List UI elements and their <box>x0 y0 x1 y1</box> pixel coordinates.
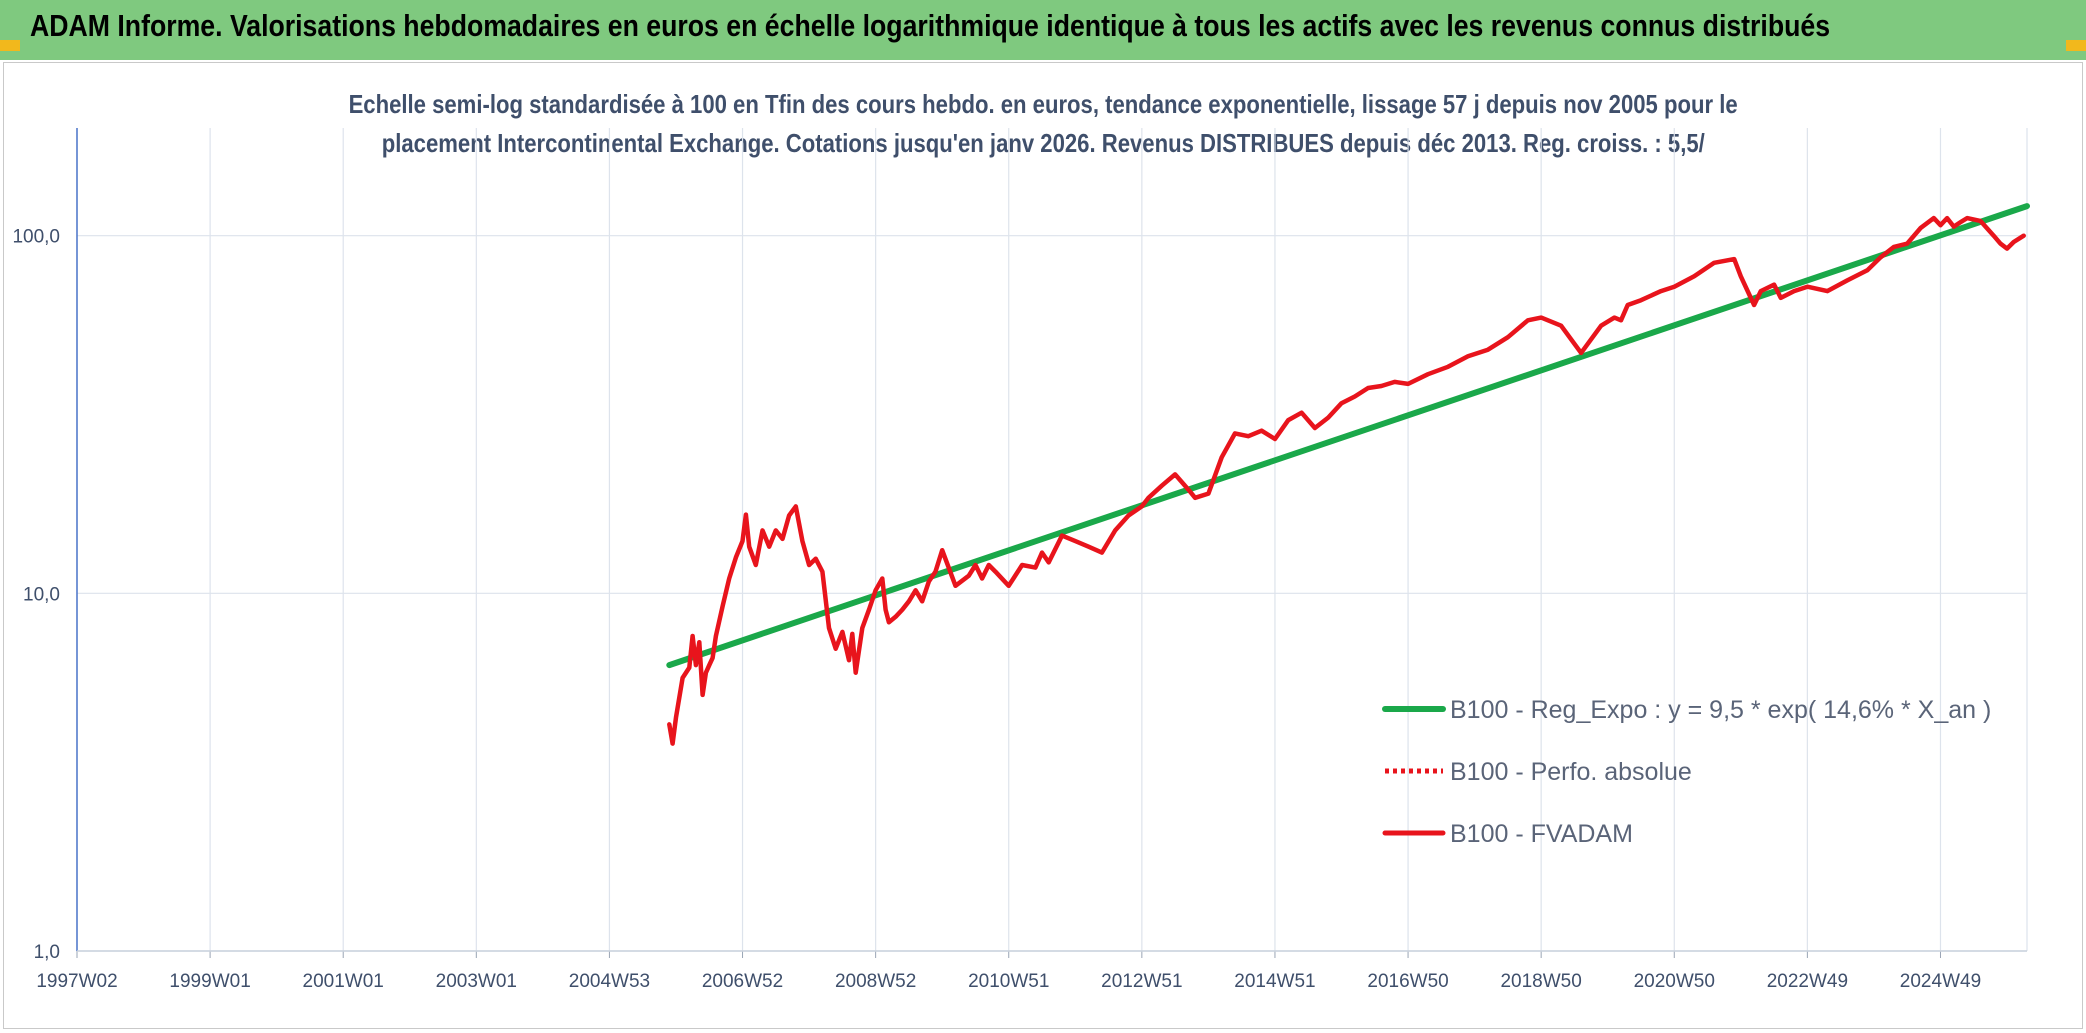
chart-title-line-1: Echelle semi-log standardisée à 100 en T… <box>0 89 2086 120</box>
x-tick-label: 2012W51 <box>1101 971 1182 992</box>
x-tick-label: 2004W53 <box>569 971 650 992</box>
x-tick-label: 1999W01 <box>169 971 250 992</box>
x-tick-label: 2010W51 <box>968 971 1049 992</box>
chart-title-line-1-text: Echelle semi-log standardisée à 100 en T… <box>348 89 1738 119</box>
x-tick-label: 2022W49 <box>1767 971 1848 992</box>
x-tick-label: 2016W50 <box>1367 971 1448 992</box>
x-tick-label: 2006W52 <box>702 971 783 992</box>
x-tick-label: 2003W01 <box>436 971 517 992</box>
page-title: ADAM Informe. Valorisations hebdomadaire… <box>30 8 1831 43</box>
x-tick-label: 2020W50 <box>1634 971 1715 992</box>
x-tick-label: 1997W02 <box>36 971 117 992</box>
chart-frame <box>3 62 2083 1029</box>
x-tick-label: 2014W51 <box>1234 971 1315 992</box>
y-tick-label: 1,0 <box>34 942 60 963</box>
y-tick-label: 10,0 <box>23 584 60 605</box>
header-band <box>0 0 2086 60</box>
chart-title-line-2-text: placement Intercontinental Exchange. Cot… <box>381 128 1705 158</box>
corner-marker-right <box>2066 40 2086 51</box>
chart-title-line-2: placement Intercontinental Exchange. Cot… <box>0 128 2086 159</box>
series-line-1 <box>666 203 2030 669</box>
x-tick-label: 2024W49 <box>1900 971 1981 992</box>
x-tick-label: 2001W01 <box>303 971 384 992</box>
series-line-3 <box>667 215 2026 746</box>
x-tick-label: 2008W52 <box>835 971 916 992</box>
legend-label-3: B100 - FVADAM <box>1450 820 1633 848</box>
legend-label-2: B100 - Perfo. absolue <box>1450 758 1692 786</box>
corner-marker-left <box>0 40 20 51</box>
x-tick-label: 2018W50 <box>1500 971 1581 992</box>
y-tick-label: 100,0 <box>12 227 60 248</box>
legend-label-1: B100 - Reg_Expo : y = 9,5 * exp( 14,6% *… <box>1450 696 1991 724</box>
